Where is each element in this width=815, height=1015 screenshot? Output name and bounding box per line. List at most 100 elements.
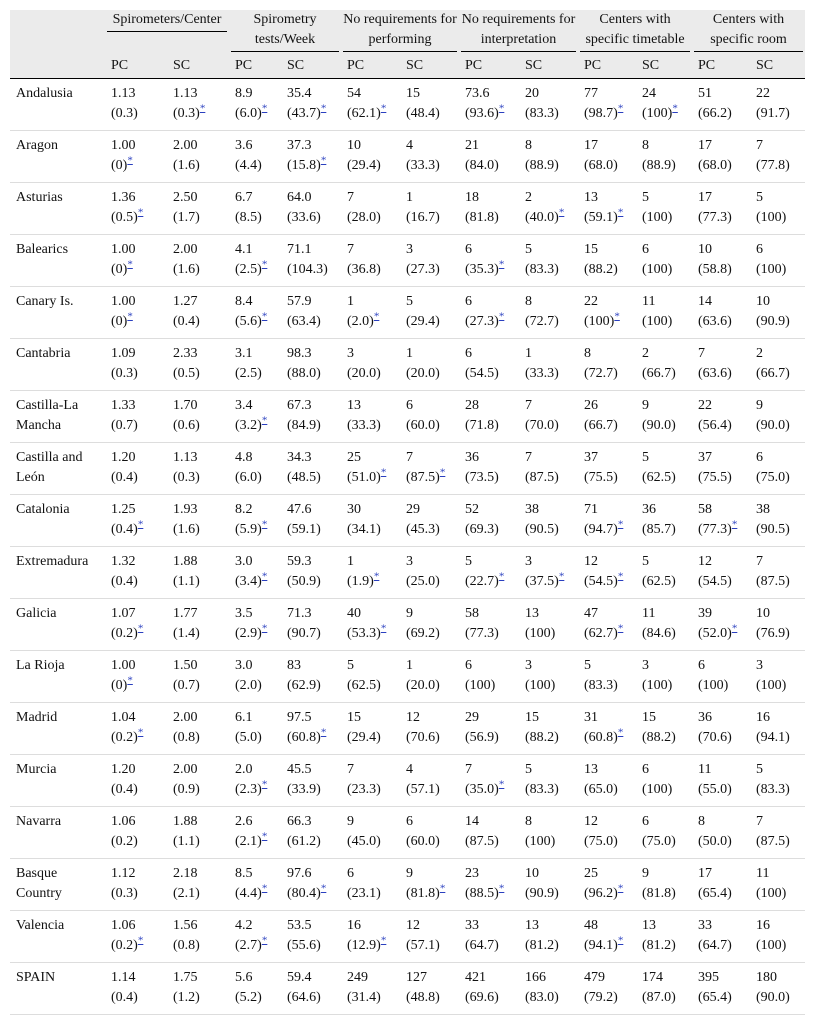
significance-mark: *	[373, 310, 380, 323]
cell-value: 8	[525, 138, 532, 153]
cell-sd-text: (50.0)	[698, 834, 732, 849]
cell-value: 1.00	[111, 138, 136, 153]
cell-sd-text: (0.2)	[111, 730, 138, 745]
cell-sd: (60.0)	[406, 416, 453, 436]
cell-sd-text: (5.6)	[235, 314, 262, 329]
cell-sd: (1.4)	[173, 624, 223, 644]
cell-sd-text: (70.6)	[698, 730, 732, 745]
cell-sd-text: (65.0)	[584, 782, 618, 797]
significance-mark: *	[617, 570, 624, 583]
cell-value: 4.8	[235, 450, 253, 465]
subheader: PC	[578, 54, 636, 79]
value-cell: 1.00 (0)*	[105, 286, 167, 339]
cell-value: 1.13	[111, 86, 136, 101]
cell-sd-text: (53.3)	[347, 626, 381, 641]
cell-sd: (98.7)*	[584, 103, 630, 124]
cell-value: 17	[698, 866, 712, 881]
cell-sd-text: (100)	[642, 782, 673, 797]
value-cell: 1.13 (0.3)	[167, 442, 229, 495]
cell-sd-text: (62.5)	[642, 470, 676, 485]
value-cell: 22 (91.7)	[750, 78, 805, 131]
cell-sd: (88.2)	[642, 728, 686, 748]
value-cell: 77 (98.7)*	[578, 78, 636, 131]
cell-value: 6	[406, 398, 413, 413]
cell-sd-text: (90.0)	[756, 418, 790, 433]
cell-value: 2.6	[235, 814, 253, 829]
cell-sd: (56.4)	[698, 416, 744, 436]
value-cell: 9 (90.0)	[750, 390, 805, 443]
cell-sd: (60.8)*	[584, 727, 630, 748]
cell-sd: (33.3)	[347, 416, 394, 436]
cell-sd: (100)	[642, 780, 686, 800]
cell-value: 1.00	[111, 294, 136, 309]
cell-sd: (77.3)*	[698, 519, 744, 540]
value-cell: 2.18 (2.1)	[167, 858, 229, 911]
cell-value: 5	[347, 658, 354, 673]
cell-value: 8	[525, 294, 532, 309]
corner	[10, 54, 105, 79]
cell-value: 3.6	[235, 138, 253, 153]
cell-value: 1.09	[111, 346, 136, 361]
cell-sd: (5.0)	[235, 728, 275, 748]
cell-value: 25	[584, 866, 598, 881]
value-cell: 1.13 (0.3)	[105, 78, 167, 131]
cell-sd: (0.9)	[173, 780, 223, 800]
cell-sd-text: (54.5)	[465, 366, 499, 381]
cell-sd-text: (16.7)	[406, 210, 440, 225]
cell-value: 6	[642, 762, 649, 777]
cell-value: 1.70	[173, 398, 198, 413]
cell-sd-text: (60.0)	[406, 418, 440, 433]
value-cell: 5 (83.3)	[578, 650, 636, 703]
cell-sd: (87.5)*	[406, 467, 453, 488]
cell-value: 20	[525, 86, 539, 101]
cell-sd-text: (87.5)	[525, 470, 559, 485]
cell-sd: (23.1)	[347, 884, 394, 904]
table-row: Canary Is. 1.00 (0)* 1.27 (0.4) 8.4 (5.6)* 57.9…	[10, 286, 805, 339]
cell-sd-text: (33.6)	[287, 210, 321, 225]
cell-value: 5.6	[235, 970, 253, 985]
cell-sd-text: (4.4)	[235, 886, 262, 901]
cell-sd: (2.5)*	[235, 259, 275, 280]
cell-sd-text: (63.6)	[698, 314, 732, 329]
cell-sd-text: (0)	[111, 678, 128, 693]
cell-sd-text: (64.7)	[465, 938, 499, 953]
value-cell: 59.4 (64.6)	[281, 962, 341, 1015]
cell-sd: (65.0)	[584, 780, 630, 800]
cell-sd: (55.0)	[698, 780, 744, 800]
cell-value: 33	[465, 918, 479, 933]
cell-sd-text: (34.1)	[347, 522, 381, 537]
cell-sd-text: (62.5)	[642, 574, 676, 589]
cell-value: 1	[525, 346, 532, 361]
cell-sd-text: (23.3)	[347, 782, 381, 797]
cell-sd-text: (93.6)	[465, 106, 499, 121]
cell-sd-text: (75.5)	[584, 470, 618, 485]
cell-value: 2	[525, 190, 532, 205]
value-cell: 7 (70.0)	[519, 390, 578, 443]
cell-sd-text: (0.6)	[173, 418, 200, 433]
cell-sd: (29.4)	[406, 312, 453, 332]
cell-value: 1.56	[173, 918, 198, 933]
cell-value: 10	[756, 294, 770, 309]
cell-sd-text: (0.3)	[173, 470, 200, 485]
significance-mark: *	[498, 258, 505, 271]
cell-sd-text: (100)	[525, 834, 556, 849]
cell-sd-text: (2.3)	[235, 782, 262, 797]
cell-value: 6	[756, 450, 763, 465]
cell-sd: (100)	[756, 208, 799, 228]
value-cell: 13 (81.2)	[636, 910, 692, 963]
group-title: Spirometers/Center	[107, 10, 227, 32]
cell-sd-text: (2.5)	[235, 262, 262, 277]
value-cell: 3 (25.0)	[400, 546, 459, 599]
cell-value: 1.06	[111, 918, 136, 933]
cell-sd: (0.2)*	[111, 935, 161, 956]
data-table: Spirometers/Center Spirometry tests/Week N…	[10, 10, 805, 1015]
value-cell: 28 (71.8)	[459, 390, 519, 443]
value-cell: 1.12 (0.3)	[105, 858, 167, 911]
cell-sd: (0)*	[111, 155, 161, 176]
table-row: Valencia 1.06 (0.2)* 1.56 (0.8) 4.2 (2.7)* 53.5…	[10, 910, 805, 963]
cell-sd-text: (0.3)	[173, 106, 200, 121]
significance-mark: *	[320, 154, 327, 167]
cell-value: 10	[347, 138, 361, 153]
value-cell: 5 (100)	[636, 182, 692, 235]
cell-value: 3.5	[235, 606, 253, 621]
